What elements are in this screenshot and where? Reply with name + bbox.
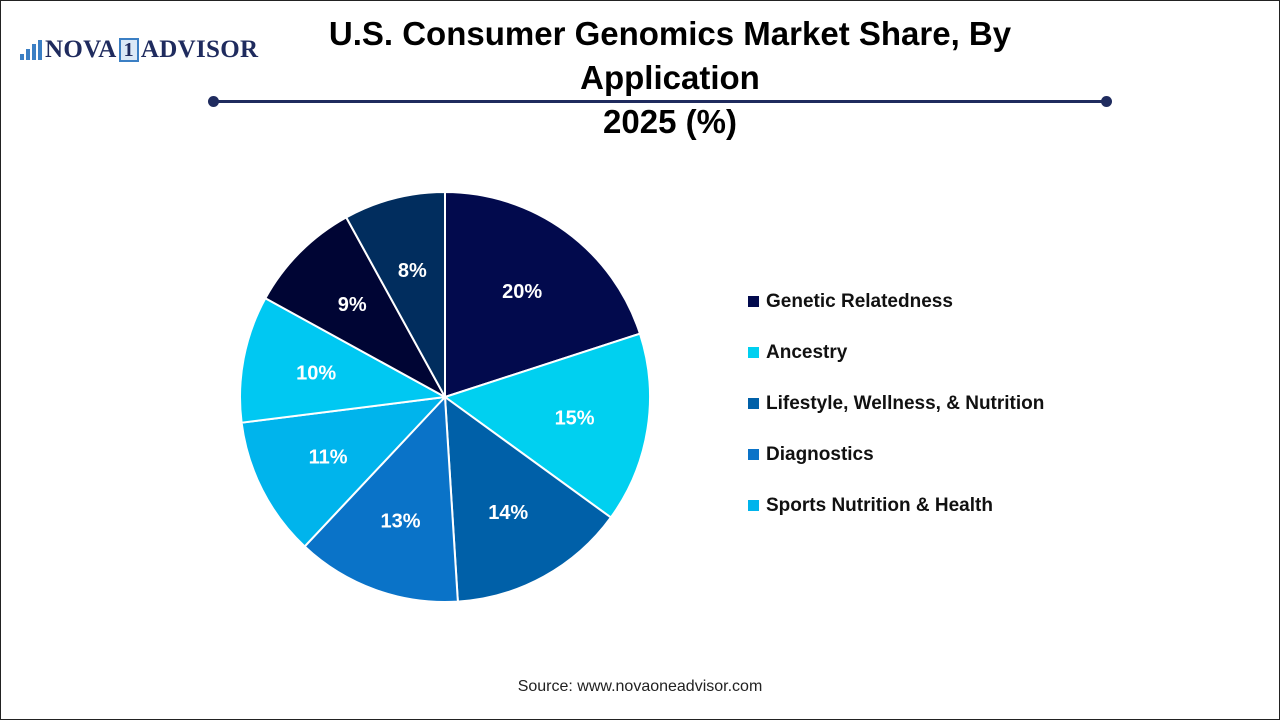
pie-slice xyxy=(263,215,448,400)
logo-text-left: NOVA xyxy=(45,36,117,63)
pie-slice xyxy=(239,296,449,424)
legend-label: Lifestyle, Wellness, & Nutrition xyxy=(766,392,1045,414)
pie-chart: 20% 15% 14% 13% 11% 10% 9% 8% xyxy=(239,190,651,603)
legend-item: Lifestyle, Wellness, & Nutrition xyxy=(748,378,1044,429)
pie-slice xyxy=(240,395,448,548)
pie-slice xyxy=(444,190,642,399)
chart-title: U.S. Consumer Genomics Market Share, By … xyxy=(300,12,1040,144)
legend-item: Genetic Relatedness xyxy=(748,276,1044,327)
divider-dot-right xyxy=(1101,96,1112,107)
slice-label: 10% xyxy=(296,362,336,384)
legend-item: Diagnostics xyxy=(748,429,1044,480)
legend-label: Diagnostics xyxy=(766,443,874,465)
legend: Genetic Relatedness Ancestry Lifestyle, We… xyxy=(748,276,1044,531)
logo-one-box: 1 xyxy=(118,38,139,62)
logo-text-right: ADVISOR xyxy=(140,36,259,63)
title-line-1: U.S. Consumer Genomics Market Share, By … xyxy=(328,15,1012,96)
legend-item: Ancestry xyxy=(748,327,1044,378)
bars-icon xyxy=(20,40,42,60)
legend-item: Sports Nutrition & Health xyxy=(748,480,1044,531)
legend-swatch xyxy=(748,500,759,511)
slice-label: 11% xyxy=(309,447,348,469)
pie-slice xyxy=(344,190,446,398)
slice-label: 13% xyxy=(381,510,421,532)
legend-swatch xyxy=(748,449,759,460)
legend-swatch xyxy=(748,347,759,358)
slice-label: 9% xyxy=(338,294,367,316)
legend-label: Sports Nutrition & Health xyxy=(766,494,993,516)
source-note: Source: www.novaoneadvisor.com xyxy=(517,678,763,695)
slice-label: 15% xyxy=(555,408,595,430)
divider-dot-left xyxy=(208,96,219,107)
pie-slice xyxy=(442,332,651,519)
slice-label: 8% xyxy=(398,260,427,282)
slice-label: 20% xyxy=(502,281,542,303)
title-line-2: 2025 (%) xyxy=(603,103,737,140)
slice-label: 14% xyxy=(488,502,528,524)
pie-slice xyxy=(443,394,613,603)
logo: NOVA 1 ADVISOR xyxy=(20,36,258,64)
pie-slice xyxy=(303,394,459,603)
legend-swatch xyxy=(748,296,759,307)
legend-label: Ancestry xyxy=(766,341,848,363)
legend-swatch xyxy=(748,398,759,409)
title-divider xyxy=(213,100,1106,103)
legend-label: Genetic Relatedness xyxy=(766,290,953,312)
